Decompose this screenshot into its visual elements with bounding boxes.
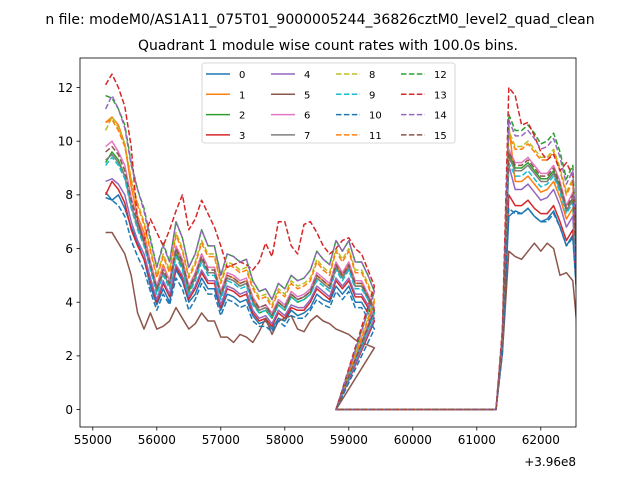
chart-title: Quadrant 1 module wise count rates with … bbox=[138, 38, 518, 54]
figure-suptitle: n file: modeM0/AS1A11_075T01_9000005244_… bbox=[45, 12, 594, 28]
series-line-15 bbox=[105, 145, 576, 411]
legend-label-8: 8 bbox=[369, 70, 375, 81]
series-line-10 bbox=[105, 196, 576, 411]
legend-label-14: 14 bbox=[434, 111, 447, 122]
legend-label-12: 12 bbox=[434, 70, 447, 81]
legend-label-9: 9 bbox=[369, 90, 375, 101]
x-offset-label: +3.96e8 bbox=[524, 455, 576, 469]
y-tick-label: 8 bbox=[65, 188, 73, 202]
legend-frame bbox=[201, 62, 456, 144]
series-line-8 bbox=[104, 116, 576, 411]
x-tick-label: 59000 bbox=[330, 433, 368, 447]
x-tick-label: 55000 bbox=[74, 433, 112, 447]
y-tick-label: 0 bbox=[65, 403, 73, 417]
legend-label-1: 1 bbox=[239, 90, 245, 101]
y-tick-label: 2 bbox=[65, 349, 73, 363]
axes-layer: 55000 56000 57000 58000 59000 60000 61000 62000… bbox=[58, 57, 577, 447]
legend-label-5: 5 bbox=[304, 90, 310, 101]
x-tick-label: 58000 bbox=[266, 433, 304, 447]
legend-label-0: 0 bbox=[239, 70, 245, 81]
axes-frame bbox=[79, 57, 577, 428]
series-lines bbox=[104, 73, 576, 411]
x-tick-label: 60000 bbox=[394, 433, 432, 447]
x-tick-label: 61000 bbox=[458, 433, 496, 447]
legend-label-7: 7 bbox=[304, 131, 310, 142]
x-tick-label: 62000 bbox=[522, 433, 560, 447]
legend-label-2: 2 bbox=[239, 111, 245, 122]
legend-label-11: 11 bbox=[369, 131, 382, 142]
y-tick-label: 4 bbox=[65, 296, 73, 310]
x-tick-label: 56000 bbox=[138, 433, 176, 447]
y-tick-label: 10 bbox=[58, 134, 73, 148]
legend-label-10: 10 bbox=[369, 111, 382, 122]
x-tick-label: 57000 bbox=[202, 433, 240, 447]
y-tick-label: 12 bbox=[58, 81, 73, 95]
legend-label-4: 4 bbox=[304, 70, 310, 81]
y-tick-label: 6 bbox=[65, 242, 73, 256]
legend-label-15: 15 bbox=[434, 131, 447, 142]
legend-label-6: 6 bbox=[304, 111, 310, 122]
legend-label-13: 13 bbox=[434, 90, 447, 101]
plot-layer bbox=[104, 73, 576, 411]
legend-label-3: 3 bbox=[239, 131, 245, 142]
series-line-14 bbox=[104, 94, 576, 411]
